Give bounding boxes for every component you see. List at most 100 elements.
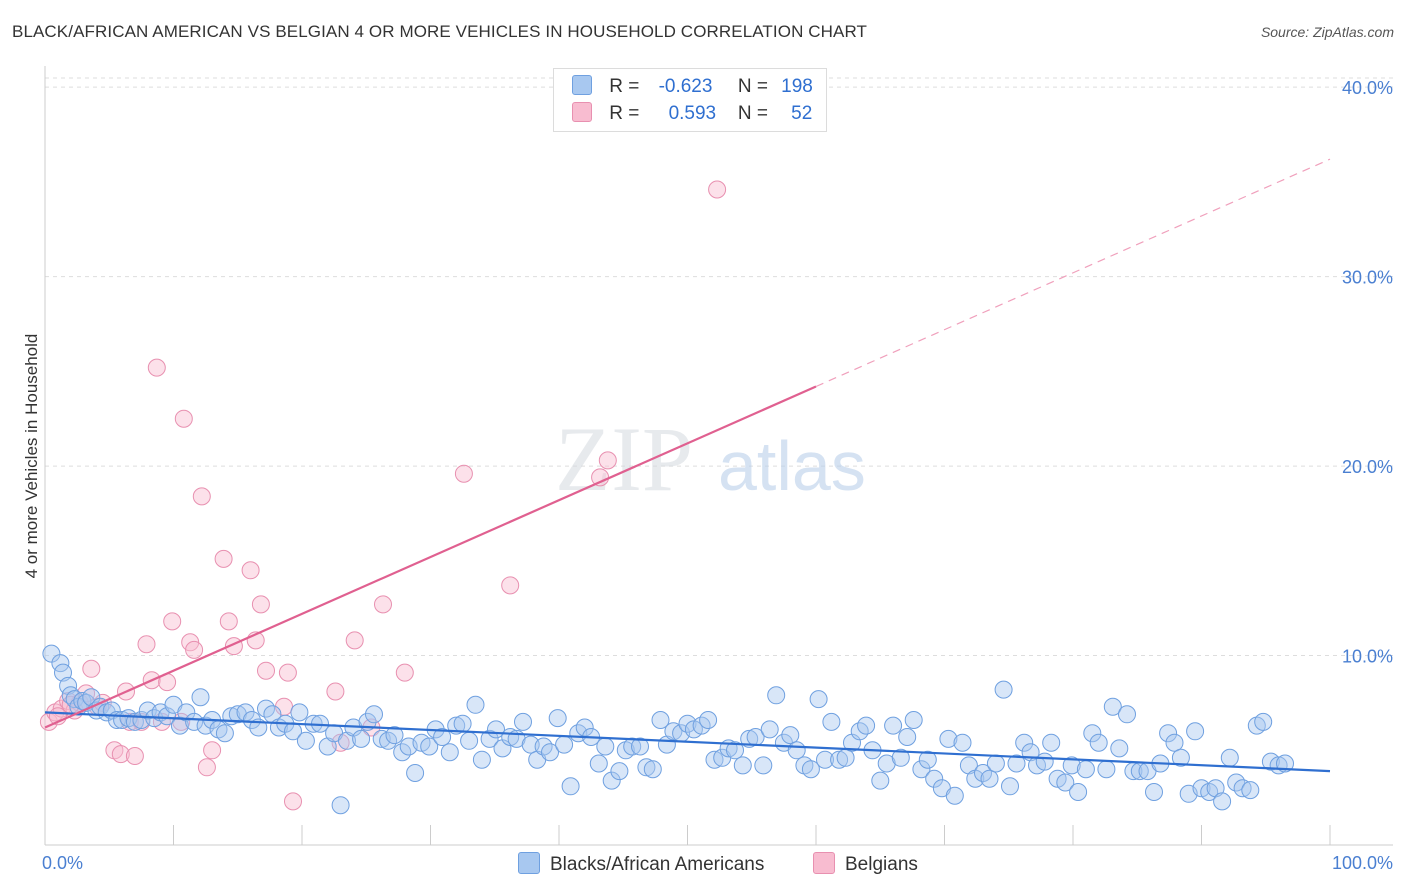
blacks-point (596, 737, 615, 756)
blacks-point (1159, 724, 1178, 743)
blacks-point (705, 750, 724, 769)
bottom-legend-blacks: Blacks/African Americans (518, 852, 764, 876)
blacks-point (877, 754, 896, 773)
belgians-point (284, 792, 302, 811)
blacks-point (637, 758, 656, 777)
blacks-point (1241, 781, 1260, 800)
blacks-point (651, 711, 670, 729)
belgians-point (598, 451, 617, 470)
blacks-point (242, 711, 261, 729)
blacks-point (228, 705, 247, 724)
belgians-point (82, 659, 101, 678)
blacks-point (733, 756, 752, 775)
blacks-point (631, 737, 649, 756)
blacks-point (623, 737, 642, 756)
blacks-point (891, 748, 910, 767)
legend-n-value: 52 (791, 103, 813, 124)
blacks-point (185, 712, 204, 731)
belgians-trend-extension (815, 158, 1331, 388)
blacks-point (480, 729, 499, 748)
blacks-point (338, 731, 356, 750)
blacks-point (953, 733, 972, 752)
legend-n-label: N = (737, 76, 768, 97)
blacks-point (1035, 752, 1054, 771)
axes (44, 66, 1393, 846)
blacks-point (1145, 783, 1163, 801)
blacks-point (466, 695, 485, 714)
blacks-point (191, 688, 210, 707)
blacks-point (822, 712, 841, 731)
y-tick-label-3: 40.0% (1342, 78, 1393, 98)
belgians-point (257, 661, 275, 680)
blacks-point (801, 760, 820, 779)
blacks-point (541, 743, 559, 762)
trend-lines (44, 158, 1331, 773)
blacks-point (767, 686, 786, 705)
blacks-point (816, 750, 834, 769)
blacks-point (787, 741, 806, 760)
belgians-point (241, 561, 260, 580)
source-credit: Source: ZipAtlas.com (1260, 24, 1394, 40)
x-tick-labels: 0.0% 100.0% (42, 853, 1393, 873)
blacks-point (420, 737, 439, 756)
legend-row-belgians: R = 0.593 N = 52 (572, 102, 812, 130)
legend-r-value: -0.623 (658, 76, 713, 97)
legend-swatch-blacks (572, 75, 592, 95)
watermark: ZIP atlas (555, 408, 866, 510)
belgians-point (326, 682, 345, 701)
blacks-point (158, 707, 177, 726)
blacks-point (385, 726, 404, 745)
belgians-point (214, 549, 233, 568)
blacks-point (170, 716, 189, 735)
blacks-point (857, 716, 876, 735)
blacks-point (980, 769, 999, 788)
blacks-point (1001, 777, 1019, 796)
blacks-point (1083, 724, 1102, 743)
blacks-point (1186, 722, 1205, 741)
blacks-point (555, 735, 574, 754)
watermark-atlas: atlas (718, 427, 866, 505)
legend-n-value: 198 (781, 76, 813, 97)
belgians-point (185, 640, 204, 659)
blacks-point (440, 743, 459, 762)
blacks-point (318, 737, 337, 756)
legend-r-label: R = (609, 76, 640, 97)
blacks-point (1007, 754, 1026, 773)
bottom-legend-swatch-blacks (518, 852, 540, 874)
bottom-legend-label-belgians: Belgians (845, 854, 918, 875)
blacks-point (54, 663, 72, 682)
legend-swatch-belgians (572, 102, 592, 122)
blacks-point (754, 756, 773, 775)
blacks-point (1015, 733, 1034, 752)
blacks-point (925, 769, 944, 788)
blacks-point (918, 750, 937, 769)
belgians-point (163, 612, 182, 631)
blacks-point (760, 720, 779, 739)
blacks-point (643, 760, 662, 779)
blacks-point (296, 731, 315, 750)
blacks-point (726, 741, 744, 760)
blacks-point (514, 712, 532, 731)
belgians-point (125, 747, 144, 765)
blacks-point (82, 688, 101, 707)
blacks-point (740, 729, 759, 748)
belgians-point (147, 358, 166, 377)
blacks-point (1110, 739, 1129, 758)
y-tick-label-1: 20.0% (1342, 457, 1393, 477)
blacks-point (561, 777, 580, 796)
y-axis-label: 4 or more Vehicles in Household (22, 334, 41, 579)
blacks-point (884, 716, 903, 735)
y-tick-label-0: 10.0% (1342, 647, 1393, 667)
blacks-point (836, 748, 855, 767)
watermark-zip: ZIP (555, 408, 693, 510)
blacks-point (1076, 760, 1095, 779)
belgians-point (278, 663, 297, 682)
blacks-point (602, 771, 621, 790)
blacks-point (1171, 748, 1190, 767)
blacks-point (1062, 756, 1081, 775)
blacks-point (1118, 705, 1136, 724)
blacks-point (610, 762, 629, 781)
blacks-point (331, 796, 350, 815)
belgians-point (501, 576, 520, 595)
blacks-point (898, 728, 917, 746)
